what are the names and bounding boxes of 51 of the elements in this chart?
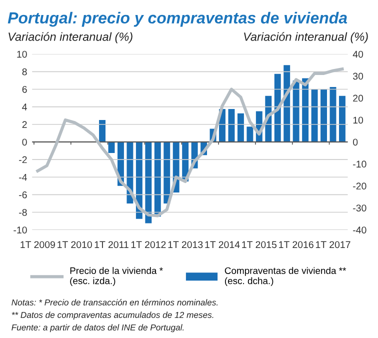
bar <box>292 80 300 142</box>
y-tick-label: 4 <box>22 104 27 110</box>
chart-title: Portugal: precio y compraventas de vivienda <box>8 12 348 27</box>
y-tick-label: 10 <box>17 50 27 58</box>
bar <box>154 142 161 217</box>
y2-tick-label: 40 <box>352 50 364 58</box>
y-tick-label: -8 <box>19 209 27 216</box>
y2-axis-title: Variación interanual (%) <box>244 32 368 44</box>
y-tick-label: 6 <box>22 86 27 93</box>
bar <box>338 96 346 142</box>
legend-label: Compraventas de vivienda ** (esc. dcha.) <box>224 267 346 286</box>
y2-tick-label: -40 <box>353 226 366 234</box>
bar <box>320 89 327 142</box>
bar <box>99 120 106 142</box>
bar <box>145 142 152 224</box>
y2-tick-label: -10 <box>353 160 366 168</box>
x-tick-label: 1T 2012 <box>131 241 166 248</box>
x-tick-label: 1T 2010 <box>58 241 92 248</box>
legend-label: Precio de la vivienda * (esc. izda.) <box>70 267 163 286</box>
y2-tick-label: 30 <box>352 72 364 80</box>
y-tick-label: -10 <box>14 226 27 234</box>
y-tick-label: -6 <box>19 191 27 198</box>
y-tick-label: -2 <box>19 156 27 164</box>
bar <box>246 126 254 142</box>
bar <box>311 89 318 142</box>
bar <box>302 78 309 142</box>
bar <box>228 109 235 142</box>
y2-tick-label: 10 <box>353 116 364 124</box>
line-series <box>36 67 344 218</box>
y-axis-title: Variación interanual (%) <box>8 32 132 44</box>
x-tick-label: 1T 2016 <box>279 241 314 248</box>
y-tick-label: 2 <box>22 121 27 128</box>
y-tick-label: 0 <box>22 138 27 146</box>
x-tick-label: 1T 2017 <box>316 241 350 248</box>
y2-tick-label: -20 <box>353 182 366 190</box>
x-tick-label: 1T 2014 <box>205 241 240 248</box>
y-tick-label: -4 <box>19 174 27 181</box>
x-tick-label: 1T 2015 <box>242 241 277 248</box>
y2-tick-label: 0 <box>353 138 358 146</box>
source-note: Fuente: a partir de datos del INE de Portugal. <box>12 324 184 332</box>
y2-tick-label: -30 <box>353 204 366 212</box>
text: ** Datos de compraventas acumulados de 12 meses. <box>12 312 214 320</box>
text: Notas: * Precio de transacción en términos nominales. <box>12 299 218 306</box>
x-tick-label: 1T 2009 <box>20 241 55 248</box>
bar <box>237 113 244 142</box>
x-tick-label: 1T 2011 <box>94 241 128 248</box>
y-tick-label: 8 <box>22 68 27 76</box>
x-tick-label: 1T 2013 <box>168 241 203 248</box>
bar <box>274 74 281 142</box>
y2-tick-label: 20 <box>353 94 364 102</box>
bar <box>164 142 170 204</box>
